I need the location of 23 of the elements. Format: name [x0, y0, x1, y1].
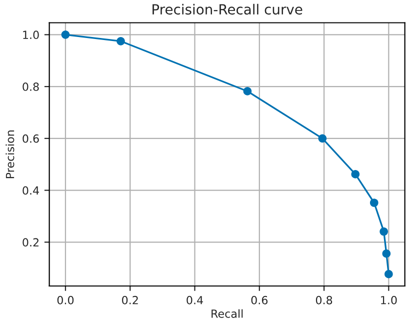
y-tick-label: 1.0	[23, 30, 39, 40]
x-tick-label: 0.0	[57, 296, 74, 304]
x-tick-label: 1.0	[381, 296, 397, 304]
y-tick-label: 0.2	[22, 238, 38, 247]
point	[380, 227, 388, 236]
point	[351, 170, 360, 178]
y-tick-label: 0.6	[22, 134, 39, 143]
x-axis-title: Recall	[212, 309, 243, 318]
x-tick-label: 0.8	[316, 296, 332, 304]
point	[318, 134, 327, 143]
point	[384, 270, 393, 278]
x-tick-label: 0.2	[122, 296, 138, 304]
x-tick-label: 0.6	[251, 296, 268, 304]
y-tick-label: 0.4	[22, 186, 39, 195]
point	[243, 87, 252, 96]
y-tick-label: 0.8	[22, 82, 39, 91]
y-axis-title: Precision	[6, 130, 14, 178]
point	[116, 37, 125, 46]
x-tick-label: 0.4	[186, 296, 203, 304]
point	[370, 198, 378, 207]
point	[382, 249, 391, 258]
point	[61, 30, 70, 39]
chart-title: Precision-Recall curve	[152, 4, 302, 15]
